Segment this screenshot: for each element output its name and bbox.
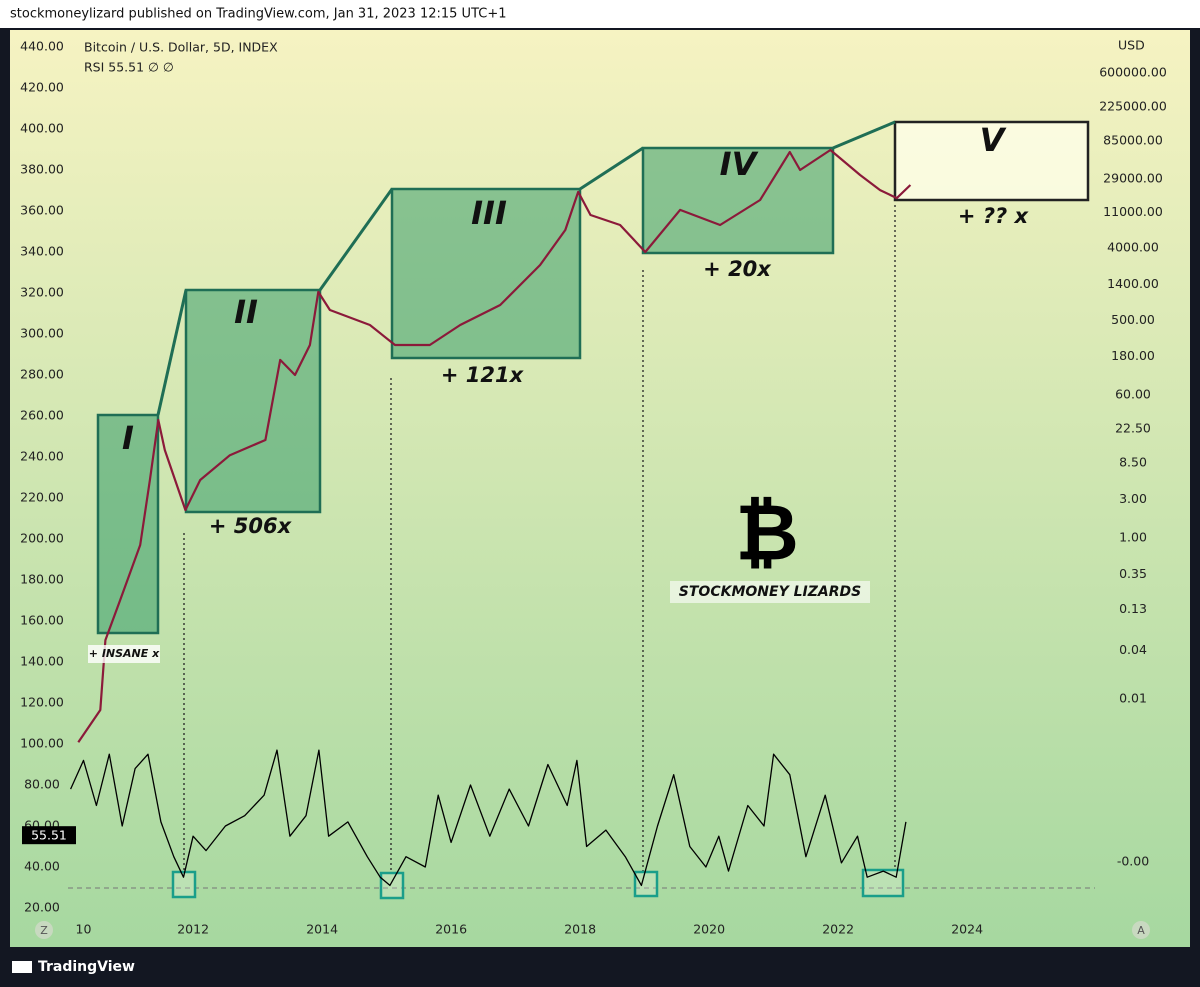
y-tick-label: 260.00 [20, 407, 64, 422]
y-tick-label: 160.00 [20, 612, 64, 627]
wave-boxes [96, 146, 835, 635]
connector [832, 120, 896, 150]
x-tick-label: 2020 [693, 922, 725, 937]
y2-tick-label: 225000.00 [1099, 99, 1167, 114]
gain-label: + 121x [441, 363, 525, 387]
bitcoin-logo: ₿ [735, 488, 799, 578]
y-tick-label: 400.00 [20, 120, 64, 135]
rsi-box [171, 870, 197, 899]
y-tick-label: 340.00 [20, 243, 64, 258]
marks [70, 148, 912, 887]
rsi-marker-label: 55.51 [31, 828, 67, 843]
header-text: stockmoneylizard published on TradingVie… [10, 7, 507, 22]
y2-tick-label: 1.00 [1119, 530, 1147, 545]
rsi-marker [22, 826, 76, 845]
y2-tick-label: 3.00 [1119, 491, 1147, 506]
y2-tick-label: 0.01 [1119, 691, 1147, 706]
x-tick-label: 10 [76, 922, 92, 937]
y-tick-label: 140.00 [20, 653, 64, 668]
wave-box-future [893, 120, 1090, 202]
y2-tick-label: 22.50 [1115, 421, 1151, 436]
y-tick-label: 220.00 [20, 489, 64, 504]
wave-label: III [471, 194, 507, 232]
y-tick-label: 40.00 [24, 858, 60, 873]
label-bg [670, 581, 870, 603]
x-tick-label: 2012 [177, 922, 209, 937]
y2-axis-label: USD [1118, 38, 1145, 53]
gain-label: + ?? x [958, 204, 1030, 228]
y-tick-label: 100.00 [20, 735, 64, 750]
connectors [156, 120, 896, 416]
button[interactable] [1132, 921, 1150, 939]
gain-label: + INSANE x [89, 647, 160, 660]
connector [156, 289, 188, 416]
y-tick-label: 420.00 [20, 79, 64, 94]
y2-tick-label: 0.35 [1119, 566, 1147, 581]
wave-label: IV [720, 145, 759, 183]
y2-tick-label: 11000.00 [1103, 204, 1163, 219]
y2-tick-label: 180.00 [1111, 348, 1155, 363]
y-tick-label: 360.00 [20, 202, 64, 217]
y-tick-label: 300.00 [20, 325, 64, 340]
y2-tick-label: 1400.00 [1107, 276, 1159, 291]
y-tick-label: 80.00 [24, 776, 60, 791]
footer-logo [12, 961, 32, 973]
x-tick-label: 2018 [564, 922, 596, 937]
x-tick-label: 2024 [951, 922, 983, 937]
y2-tick-label: 0.13 [1119, 601, 1147, 616]
brand-label: STOCKMONEY LIZARDS [679, 584, 861, 600]
connector [579, 146, 644, 191]
y-tick-label: 120.00 [20, 694, 64, 709]
header-bar [0, 0, 1200, 28]
wave-label: V [980, 121, 1007, 159]
rsi-box [633, 870, 659, 898]
series-line [70, 749, 907, 887]
legend-price: Bitcoin / U.S. Dollar, 5D, INDEX [84, 40, 278, 55]
legend-rsi: RSI 55.51 ∅ ∅ [84, 60, 174, 75]
wave-box [184, 288, 322, 514]
rsi-boxes [171, 868, 905, 900]
button[interactable] [35, 921, 53, 939]
y2-tick-label: 60.00 [1115, 386, 1151, 401]
y-tick-label: 180.00 [20, 571, 64, 586]
label-bg [88, 645, 160, 663]
y-tick-label: 240.00 [20, 448, 64, 463]
wave-box [641, 146, 835, 255]
wave-label: I [122, 419, 134, 457]
button-label[interactable]: Z [40, 924, 48, 937]
series-line [77, 148, 912, 743]
button-label[interactable]: A [1137, 924, 1145, 937]
y2-extra-label: -0.00 [1117, 854, 1149, 869]
y2-tick-label: 8.50 [1119, 455, 1147, 470]
y2-tick-label: 600000.00 [1099, 64, 1167, 79]
y-tick-label: 440.00 [20, 38, 64, 53]
dotted-guides [183, 205, 896, 872]
y-tick-label: 280.00 [20, 366, 64, 381]
x-tick-label: 2014 [306, 922, 338, 937]
y2-tick-label: 500.00 [1111, 312, 1155, 327]
y-tick-label: 20.00 [24, 899, 60, 914]
y2-tick-label: 29000.00 [1103, 170, 1163, 185]
wave-box [390, 187, 582, 360]
y-tick-label: 200.00 [20, 530, 64, 545]
y-tick-label: 380.00 [20, 161, 64, 176]
gain-label: + 20x [703, 257, 772, 281]
x-tick-label: 2016 [435, 922, 467, 937]
y2-tick-label: 4000.00 [1107, 240, 1159, 255]
y2-tick-label: 85000.00 [1103, 133, 1163, 148]
footer-text: TradingView [38, 959, 135, 975]
gain-label: + 506x [209, 514, 293, 538]
y-tick-label: 320.00 [20, 284, 64, 299]
x-tick-label: 2022 [822, 922, 854, 937]
rsi-box [379, 871, 405, 900]
wave-label: II [234, 293, 258, 331]
wave-box [96, 413, 160, 635]
connector [318, 188, 394, 291]
y2-tick-label: 0.04 [1119, 642, 1147, 657]
